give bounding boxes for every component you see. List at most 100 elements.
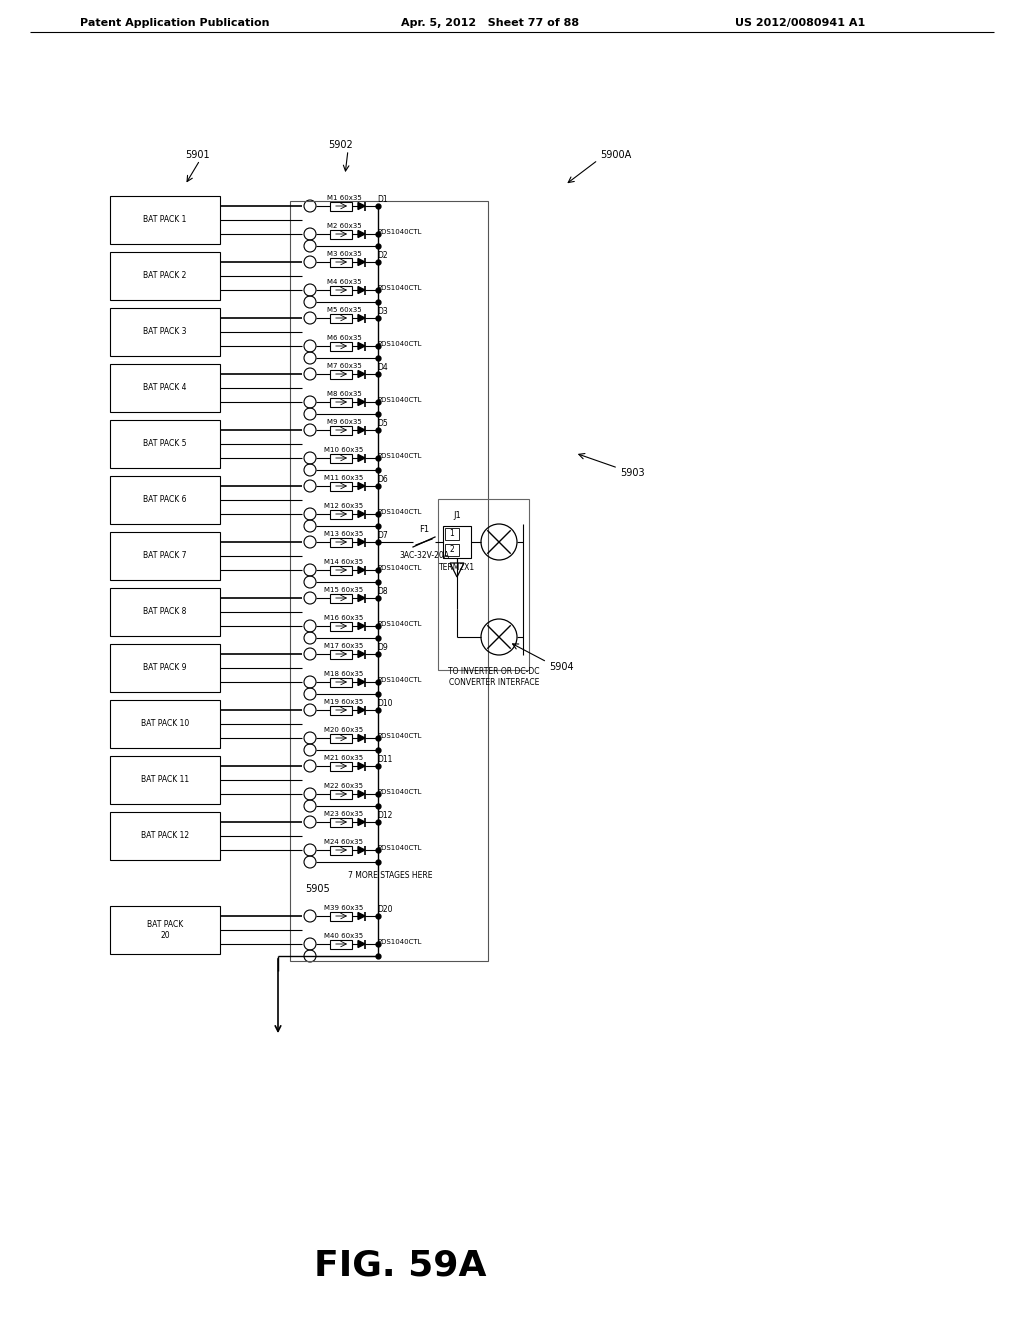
Text: D20: D20	[377, 904, 392, 913]
Bar	[438, 499, 529, 671]
Text: BAT PACK
20: BAT PACK 20	[146, 920, 183, 940]
Text: M20 60x35: M20 60x35	[325, 727, 364, 733]
Text: 2: 2	[450, 545, 455, 554]
Text: M5 60x35: M5 60x35	[327, 308, 361, 313]
Text: BAT PACK 2: BAT PACK 2	[143, 272, 186, 281]
Bar	[330, 397, 352, 407]
Bar	[330, 734, 352, 742]
Text: 5901: 5901	[185, 150, 210, 160]
Text: M1 60x35: M1 60x35	[327, 195, 361, 201]
Polygon shape	[358, 940, 365, 948]
Polygon shape	[358, 734, 365, 742]
Bar	[330, 817, 352, 826]
Bar	[330, 285, 352, 294]
Polygon shape	[358, 566, 365, 573]
Text: BAT PACK 4: BAT PACK 4	[143, 384, 186, 392]
Text: M10 60x35: M10 60x35	[325, 447, 364, 453]
Bar	[110, 906, 220, 954]
Bar	[445, 544, 459, 556]
Text: M7 60x35: M7 60x35	[327, 363, 361, 370]
Text: D2: D2	[377, 251, 388, 260]
Bar	[330, 202, 352, 210]
Text: Apr. 5, 2012   Sheet 77 of 88: Apr. 5, 2012 Sheet 77 of 88	[401, 18, 579, 28]
Polygon shape	[358, 912, 365, 920]
Text: D5: D5	[377, 418, 388, 428]
Bar	[110, 420, 220, 469]
Polygon shape	[358, 426, 365, 433]
Polygon shape	[358, 846, 365, 854]
Polygon shape	[358, 399, 365, 405]
Text: BAT PACK 12: BAT PACK 12	[141, 832, 189, 841]
Bar	[330, 912, 352, 920]
Bar	[110, 252, 220, 300]
Polygon shape	[358, 286, 365, 293]
Text: PDS1040CTL: PDS1040CTL	[377, 453, 422, 459]
Bar	[330, 789, 352, 799]
Bar	[330, 314, 352, 322]
Text: 5904: 5904	[549, 663, 573, 672]
Text: BAT PACK 10: BAT PACK 10	[141, 719, 189, 729]
Bar	[330, 565, 352, 574]
Text: BAT PACK 9: BAT PACK 9	[143, 664, 186, 672]
Text: D12: D12	[377, 810, 392, 820]
Text: M15 60x35: M15 60x35	[325, 587, 364, 593]
Bar	[110, 644, 220, 692]
Text: M39 60x35: M39 60x35	[325, 906, 364, 911]
Text: D10: D10	[377, 698, 392, 708]
Text: FIG. 59A: FIG. 59A	[313, 1247, 486, 1282]
Bar	[330, 677, 352, 686]
Polygon shape	[358, 454, 365, 462]
Text: D8: D8	[377, 586, 388, 595]
Text: BAT PACK 8: BAT PACK 8	[143, 607, 186, 616]
Text: D9: D9	[377, 643, 388, 652]
Polygon shape	[358, 259, 365, 265]
Bar	[330, 762, 352, 771]
Bar	[290, 201, 488, 961]
Bar	[330, 230, 352, 239]
Text: M40 60x35: M40 60x35	[325, 933, 364, 939]
Text: M12 60x35: M12 60x35	[325, 503, 364, 510]
Bar	[330, 342, 352, 351]
Text: 3AC-32V-20A: 3AC-32V-20A	[399, 552, 449, 561]
Bar	[110, 308, 220, 356]
Text: M16 60x35: M16 60x35	[325, 615, 364, 620]
Polygon shape	[358, 539, 365, 545]
Bar	[330, 649, 352, 659]
Text: M23 60x35: M23 60x35	[325, 810, 364, 817]
Text: D4: D4	[377, 363, 388, 371]
Text: M3 60x35: M3 60x35	[327, 251, 361, 257]
Text: PDS1040CTL: PDS1040CTL	[377, 285, 422, 290]
Text: PDS1040CTL: PDS1040CTL	[377, 677, 422, 682]
Bar	[445, 528, 459, 540]
Polygon shape	[358, 763, 365, 770]
Text: BAT PACK 11: BAT PACK 11	[141, 776, 189, 784]
Bar	[330, 454, 352, 462]
Text: M18 60x35: M18 60x35	[325, 671, 364, 677]
Text: 5903: 5903	[620, 469, 645, 478]
Polygon shape	[358, 371, 365, 378]
Text: 7 MORE STAGES HERE: 7 MORE STAGES HERE	[348, 870, 432, 879]
Text: PDS1040CTL: PDS1040CTL	[377, 789, 422, 795]
Text: BAT PACK 5: BAT PACK 5	[143, 440, 186, 449]
Text: 5902: 5902	[328, 140, 352, 150]
Polygon shape	[358, 231, 365, 238]
Text: D11: D11	[377, 755, 392, 763]
Text: M6 60x35: M6 60x35	[327, 335, 361, 341]
Text: TO INVERTER OR DC-DC
CONVERTER INTERFACE: TO INVERTER OR DC-DC CONVERTER INTERFACE	[449, 668, 540, 686]
Polygon shape	[358, 202, 365, 210]
Bar	[330, 537, 352, 546]
Polygon shape	[358, 314, 365, 322]
Bar	[110, 532, 220, 579]
Text: BAT PACK 7: BAT PACK 7	[143, 552, 186, 561]
Text: 1: 1	[450, 529, 455, 539]
Bar	[110, 756, 220, 804]
Polygon shape	[358, 483, 365, 490]
Bar	[330, 482, 352, 491]
Polygon shape	[358, 791, 365, 797]
Text: M8 60x35: M8 60x35	[327, 391, 361, 397]
Text: M19 60x35: M19 60x35	[325, 700, 364, 705]
Bar	[110, 812, 220, 861]
Bar	[330, 846, 352, 854]
Text: PDS1040CTL: PDS1040CTL	[377, 565, 422, 572]
Polygon shape	[358, 511, 365, 517]
